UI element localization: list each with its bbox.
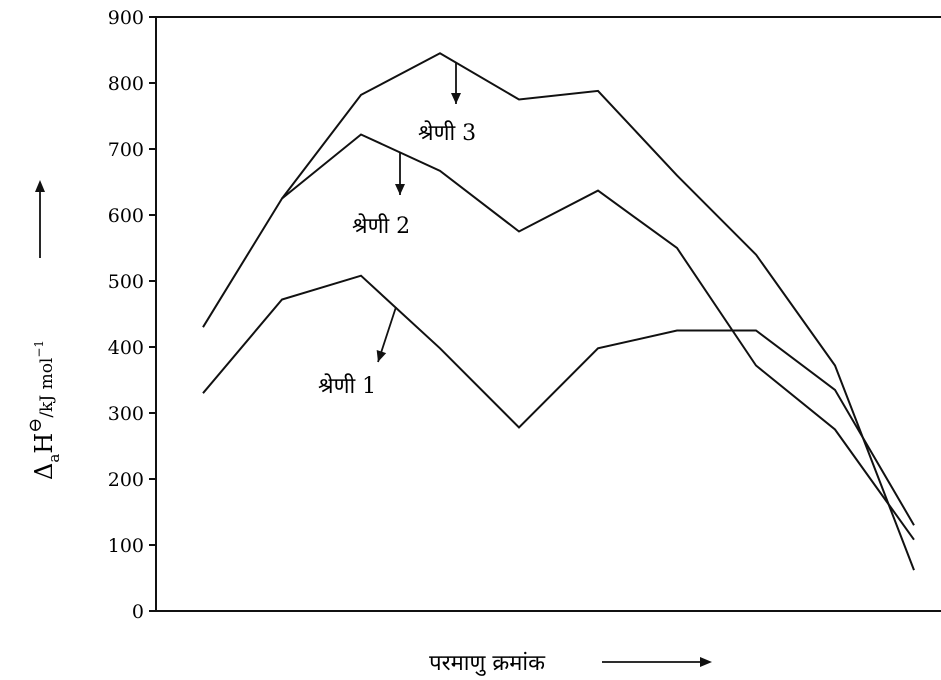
- series-label-2: श्रेणी 2: [352, 213, 410, 239]
- series-line-2: [202, 133, 915, 541]
- series-arrow-head-1: [376, 349, 387, 362]
- y-tick-label-0: 0: [132, 601, 144, 623]
- series-line-3: [281, 52, 915, 571]
- y-tick-label-600: 600: [108, 205, 144, 227]
- series-line-1: [202, 274, 915, 526]
- series-annotations: श्रेणी 1 श्रेणी 2 श्रेणी 3: [318, 63, 476, 399]
- y-tick-label-500: 500: [108, 271, 144, 293]
- x-axis-title-group: परमाणु क्रमांक: [429, 651, 712, 676]
- y-axis-arrow-head: [35, 180, 45, 192]
- y-tick-label-700: 700: [108, 139, 144, 161]
- y-tick-label-800: 800: [108, 73, 144, 95]
- y-tick-label-900: 900: [108, 7, 144, 29]
- y-axis-ticks: 0 100 200 300 400 500 600 700 800 900: [108, 7, 156, 623]
- y-tick-label-200: 200: [108, 469, 144, 491]
- y-tick-label-100: 100: [108, 535, 144, 557]
- x-axis-arrow-head: [700, 657, 712, 667]
- series-arrow-head-3: [451, 93, 461, 104]
- y-tick-label-300: 300: [108, 403, 144, 425]
- series-label-1: श्रेणी 1: [318, 373, 376, 399]
- x-axis-title: परमाणु क्रमांक: [429, 651, 546, 676]
- series-arrow-head-2: [395, 184, 405, 195]
- y-tick-label-400: 400: [108, 337, 144, 359]
- series-label-3: श्रेणी 3: [418, 120, 476, 146]
- y-axis-title-group: ΔaH⊖/kJ mol−1: [25, 180, 63, 480]
- y-axis-title: ΔaH⊖/kJ mol−1: [25, 340, 63, 480]
- series-lines: [202, 52, 915, 571]
